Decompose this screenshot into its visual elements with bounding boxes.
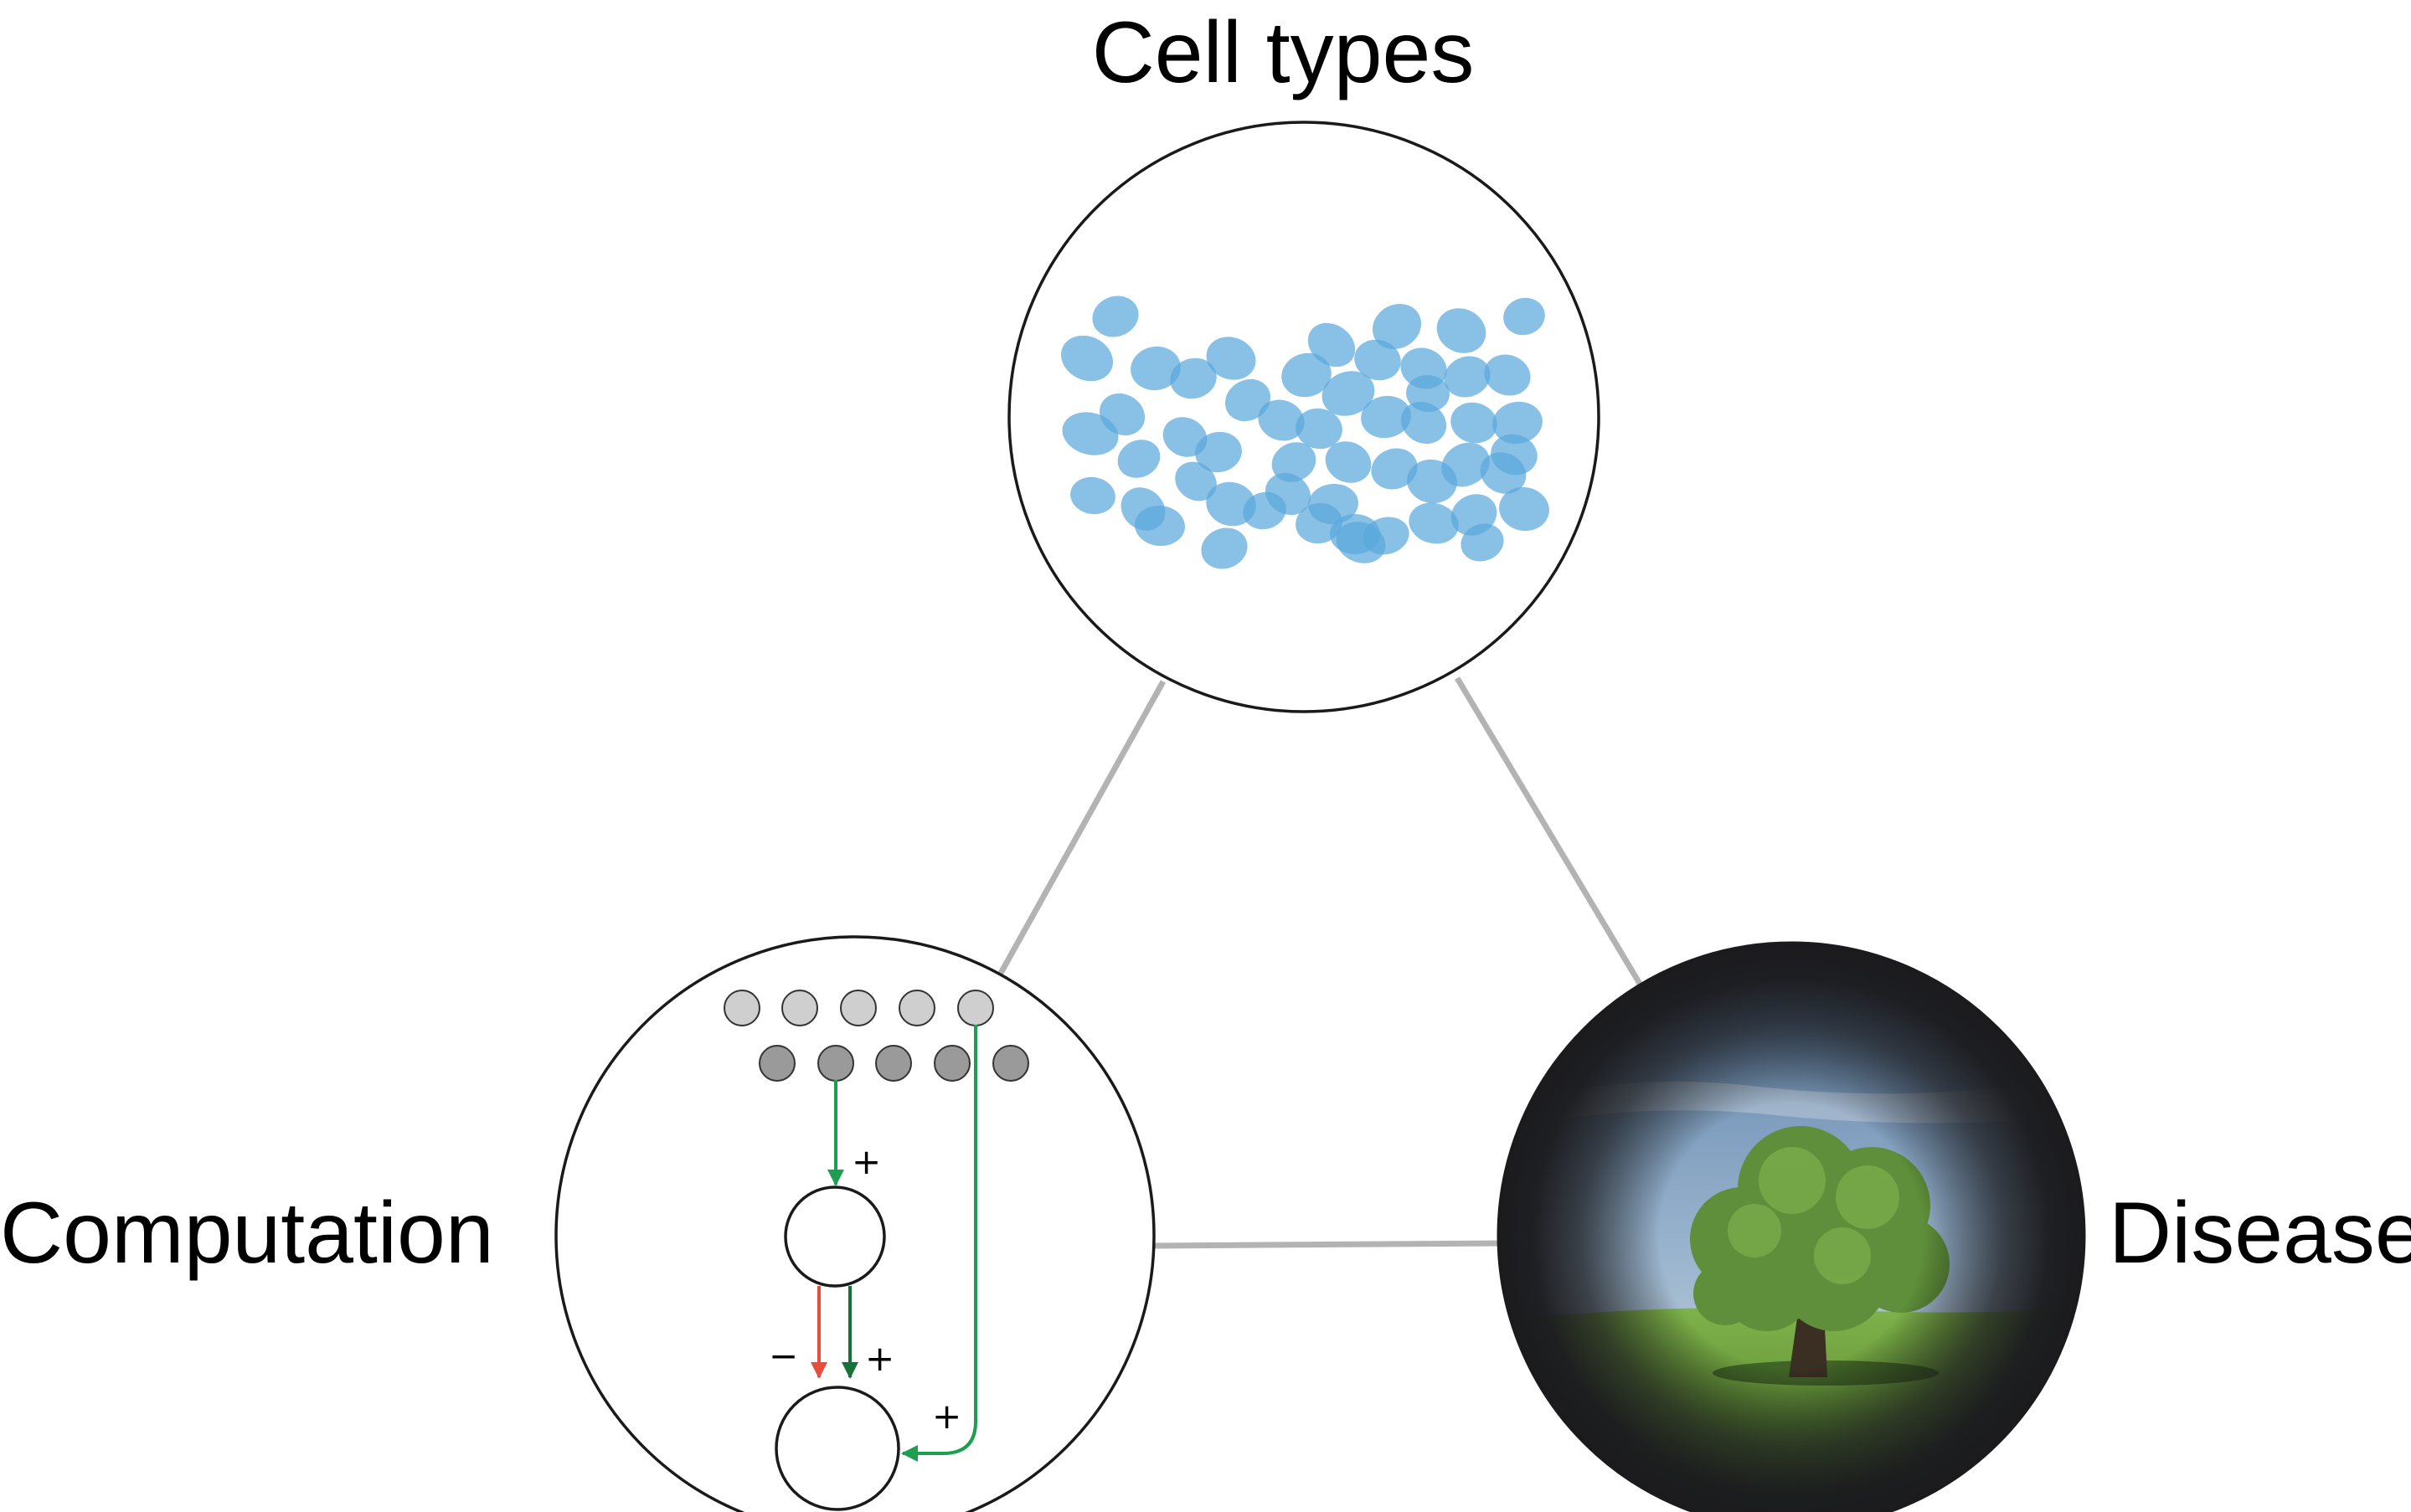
cell-blob xyxy=(1135,505,1185,547)
cell-types-label: Cell types xyxy=(1092,4,1475,101)
disease-label: Disease xyxy=(2109,1185,2411,1282)
neural-circuit-icon: + − + + xyxy=(724,990,1029,1511)
cell-blob xyxy=(1354,339,1401,381)
cell-blob xyxy=(1325,441,1372,483)
disease-circle xyxy=(1497,941,2086,1512)
cell-blob xyxy=(1117,440,1161,478)
cell-blob xyxy=(1224,378,1271,422)
cell-blob xyxy=(1372,303,1422,350)
upper-cell-row xyxy=(724,990,994,1026)
input-cell-upper xyxy=(781,990,818,1026)
cell-blob xyxy=(1060,335,1114,382)
cell-blob xyxy=(1492,401,1543,445)
input-cell-upper xyxy=(957,990,994,1026)
top-neuron xyxy=(784,1185,886,1288)
cell-blob xyxy=(1201,527,1248,569)
input-cell-lower xyxy=(934,1045,971,1082)
cell-blob xyxy=(1206,337,1256,380)
excitatory-plus-sign: + xyxy=(865,1338,894,1379)
connector-left-right xyxy=(1148,1240,1499,1249)
cell-blob xyxy=(1321,371,1375,416)
cell-blob xyxy=(1296,408,1342,450)
cell-blob xyxy=(1484,354,1531,396)
cell-blob xyxy=(1336,522,1386,563)
direct-arrow xyxy=(901,1025,977,1462)
input-cell-lower xyxy=(875,1045,912,1082)
cell-blob xyxy=(1170,357,1217,399)
cell-blob xyxy=(1258,399,1305,441)
cell-blob xyxy=(1092,296,1139,337)
computation-label: Computation xyxy=(0,1185,494,1282)
cell-blob xyxy=(1371,448,1418,490)
cell-blob xyxy=(1400,401,1447,445)
computation-node: + − + + xyxy=(554,935,1156,1512)
cell-blob xyxy=(1436,308,1486,353)
cell-blob xyxy=(1131,346,1181,391)
cell-blob xyxy=(1444,356,1491,398)
cell-blob xyxy=(1450,402,1497,444)
input-plus-sign: + xyxy=(852,1141,881,1182)
cell-blob xyxy=(1409,502,1459,544)
connector-lines xyxy=(996,676,1643,1249)
cell-blob xyxy=(1461,523,1504,562)
cell-blob xyxy=(1062,412,1119,455)
cell-blob xyxy=(1361,395,1411,439)
cell-blob xyxy=(1070,476,1115,515)
cell-blob xyxy=(1243,491,1286,530)
input-cell-upper xyxy=(724,990,760,1026)
cell-blob xyxy=(1491,434,1538,476)
cell-blob xyxy=(1307,322,1356,368)
cell-blob xyxy=(1296,502,1342,544)
connector-top-left xyxy=(996,680,1167,978)
cell-cluster-icon xyxy=(1060,296,1549,569)
connector-top-right xyxy=(1454,676,1643,985)
disease-node xyxy=(1497,941,2086,1512)
cell-blob xyxy=(1441,442,1490,487)
inhibitory-minus-sign: − xyxy=(769,1335,798,1376)
bottom-neuron xyxy=(775,1386,900,1511)
lower-cell-row xyxy=(759,1045,1029,1082)
input-cell-lower xyxy=(992,1045,1029,1082)
direct-plus-sign: + xyxy=(932,1396,961,1437)
cell-types-node xyxy=(1007,121,1600,713)
cell-blob xyxy=(1195,431,1242,473)
input-cell-lower xyxy=(759,1045,796,1082)
input-cell-upper xyxy=(899,990,935,1026)
cell-blob xyxy=(1406,374,1450,413)
input-cell-lower xyxy=(817,1045,854,1082)
cell-blob xyxy=(1503,297,1545,336)
cell-blob xyxy=(1281,352,1332,398)
cell-blob xyxy=(1175,461,1217,501)
tree-landscape-icon xyxy=(1498,943,2084,1512)
cell-blob xyxy=(1499,486,1549,532)
cell-blob xyxy=(1162,417,1208,457)
cell-blob xyxy=(1271,442,1316,482)
input-cell-upper xyxy=(840,990,877,1026)
